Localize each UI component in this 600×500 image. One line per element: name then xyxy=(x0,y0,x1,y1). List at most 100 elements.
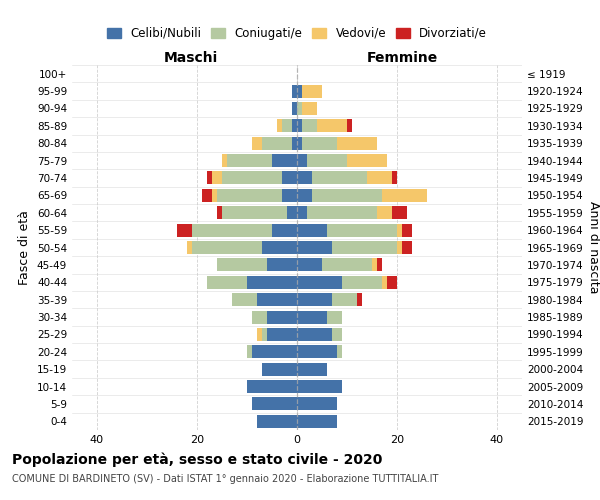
Bar xyxy=(297,415,337,428)
Bar xyxy=(222,172,282,184)
Bar xyxy=(272,154,297,167)
Bar xyxy=(282,189,297,202)
Bar xyxy=(297,258,322,272)
Text: COMUNE DI BARDINETO (SV) - Dati ISTAT 1° gennaio 2020 - Elaborazione TUTTITALIA.: COMUNE DI BARDINETO (SV) - Dati ISTAT 1°… xyxy=(12,474,439,484)
Bar xyxy=(292,120,297,132)
Bar xyxy=(297,293,332,306)
Bar xyxy=(287,206,297,220)
Bar xyxy=(192,241,262,254)
Bar xyxy=(297,84,302,98)
Bar xyxy=(347,154,387,167)
Bar xyxy=(297,102,302,115)
Bar xyxy=(262,362,297,376)
Bar xyxy=(227,154,272,167)
Bar xyxy=(297,310,327,324)
Bar xyxy=(267,310,297,324)
Bar xyxy=(222,206,287,220)
Bar xyxy=(202,189,212,202)
Bar xyxy=(217,206,222,220)
Legend: Celibi/Nubili, Coniugati/e, Vedovi/e, Divorziati/e: Celibi/Nubili, Coniugati/e, Vedovi/e, Di… xyxy=(103,24,491,44)
Bar xyxy=(302,102,317,115)
Bar xyxy=(262,241,297,254)
Y-axis label: Fasce di età: Fasce di età xyxy=(19,210,31,285)
Bar xyxy=(302,84,322,98)
Bar xyxy=(297,206,307,220)
Bar xyxy=(232,293,257,306)
Bar xyxy=(382,276,387,289)
Bar xyxy=(252,346,297,358)
Bar xyxy=(277,120,282,132)
Bar xyxy=(332,293,357,306)
Bar xyxy=(397,224,402,236)
Bar xyxy=(212,189,217,202)
Bar xyxy=(307,206,377,220)
Bar xyxy=(252,398,297,410)
Bar xyxy=(267,258,297,272)
Bar xyxy=(332,241,397,254)
Bar xyxy=(297,241,332,254)
Bar xyxy=(272,224,297,236)
Bar xyxy=(297,398,337,410)
Bar xyxy=(247,276,297,289)
Bar xyxy=(337,346,342,358)
Bar xyxy=(377,206,392,220)
Bar xyxy=(257,293,297,306)
Bar xyxy=(342,276,382,289)
Bar xyxy=(302,136,337,149)
Bar xyxy=(207,172,212,184)
Bar xyxy=(302,120,317,132)
Bar xyxy=(297,154,307,167)
Text: Femmine: Femmine xyxy=(367,51,439,65)
Bar xyxy=(392,172,397,184)
Bar xyxy=(257,415,297,428)
Bar xyxy=(247,380,297,393)
Bar xyxy=(337,136,377,149)
Bar xyxy=(327,224,397,236)
Y-axis label: Anni di nascita: Anni di nascita xyxy=(587,201,600,294)
Bar xyxy=(292,102,297,115)
Bar xyxy=(292,136,297,149)
Bar xyxy=(297,120,302,132)
Text: Popolazione per età, sesso e stato civile - 2020: Popolazione per età, sesso e stato civil… xyxy=(12,452,382,467)
Bar xyxy=(247,346,252,358)
Bar xyxy=(292,84,297,98)
Bar xyxy=(327,310,342,324)
Bar xyxy=(347,120,352,132)
Bar xyxy=(252,310,267,324)
Bar xyxy=(257,328,262,341)
Bar xyxy=(217,189,282,202)
Bar xyxy=(307,154,347,167)
Bar xyxy=(382,189,427,202)
Bar xyxy=(217,258,267,272)
Bar xyxy=(297,362,327,376)
Bar xyxy=(397,241,402,254)
Bar xyxy=(332,328,342,341)
Bar xyxy=(282,172,297,184)
Bar xyxy=(297,189,312,202)
Bar xyxy=(252,136,262,149)
Bar xyxy=(262,136,292,149)
Bar xyxy=(367,172,392,184)
Bar xyxy=(317,120,347,132)
Bar xyxy=(267,328,297,341)
Text: Maschi: Maschi xyxy=(164,51,218,65)
Bar xyxy=(177,224,192,236)
Bar xyxy=(192,224,272,236)
Bar xyxy=(297,380,342,393)
Bar xyxy=(392,206,407,220)
Bar xyxy=(297,276,342,289)
Bar xyxy=(297,346,337,358)
Bar xyxy=(212,172,222,184)
Bar xyxy=(297,328,332,341)
Bar xyxy=(312,172,367,184)
Bar xyxy=(387,276,397,289)
Bar xyxy=(187,241,192,254)
Bar xyxy=(377,258,382,272)
Bar xyxy=(207,276,247,289)
Bar xyxy=(297,224,327,236)
Bar xyxy=(372,258,377,272)
Bar xyxy=(357,293,362,306)
Bar xyxy=(402,241,412,254)
Bar xyxy=(312,189,382,202)
Bar xyxy=(262,328,267,341)
